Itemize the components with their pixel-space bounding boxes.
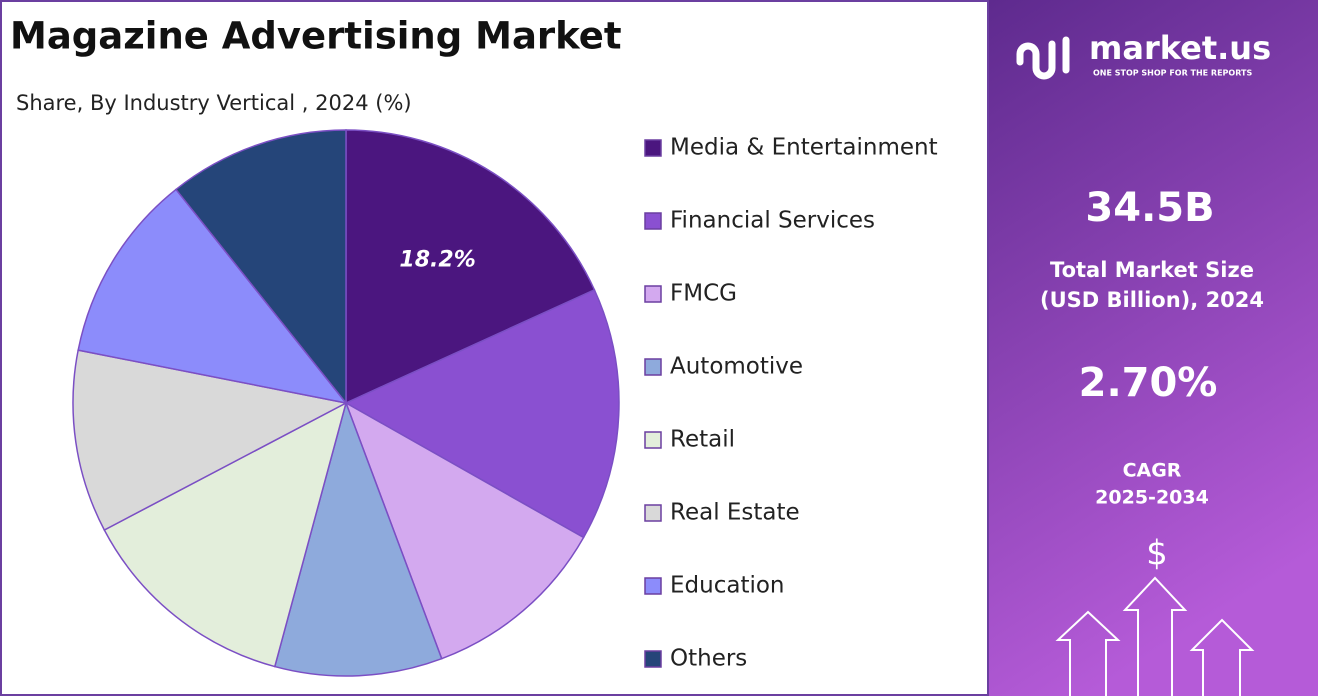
legend-label: Real Estate (670, 500, 800, 526)
legend-label: Financial Services (670, 208, 875, 234)
currency-icon: $ (1146, 534, 1168, 574)
pie-slice (174, 129, 347, 406)
arrow (1122, 576, 1188, 696)
arrow (1189, 618, 1255, 696)
legend-swatch (644, 650, 662, 668)
pie-slice (77, 188, 348, 405)
cagr: 2.70% (1079, 360, 1218, 406)
growth-arrows (1055, 576, 1255, 696)
legend-swatch (644, 285, 662, 303)
legend-label: Education (670, 573, 785, 599)
side-panel (989, 0, 1318, 696)
pie-slice (344, 288, 620, 539)
legend-swatch (644, 577, 662, 595)
market-size-label: (USD Billion), 2024 (1040, 288, 1264, 312)
cagr-label: 2025-2034 (1095, 487, 1209, 509)
chart-subtitle: Share, By Industry Vertical , 2024 (%) (16, 91, 412, 115)
chart-title: Magazine Advertising Market (10, 15, 622, 58)
legend-swatch (644, 212, 662, 230)
pie-slice (344, 401, 585, 660)
cagr-label: CAGR (1123, 460, 1182, 482)
legend-swatch (644, 139, 662, 157)
tagline: ONE STOP SHOP FOR THE REPORTS (1093, 69, 1252, 78)
pie-slice (103, 401, 348, 668)
legend-swatch (644, 431, 662, 449)
logo-icon (1016, 36, 1070, 80)
data-label: 18.2% (399, 248, 475, 273)
legend-label: Media & Entertainment (670, 135, 938, 161)
market-size-label: Total Market Size (1050, 258, 1254, 282)
pie-slice (345, 129, 596, 405)
logo (1016, 36, 1070, 80)
brand: market.us (1089, 29, 1271, 67)
arrow (1055, 610, 1121, 696)
legend-swatch (644, 504, 662, 522)
legend-swatch (644, 358, 662, 376)
legend-label: Others (670, 646, 747, 672)
legend-label: Automotive (670, 354, 803, 380)
pie: 18.2% (72, 129, 620, 677)
legend: Media & Entertainment Financial Services F… (644, 135, 938, 672)
legend-label: FMCG (670, 281, 737, 307)
pie-slice (72, 349, 349, 531)
market-size: 34.5B (1085, 185, 1214, 231)
legend-label: Retail (670, 427, 735, 453)
pie-slice (273, 400, 443, 677)
